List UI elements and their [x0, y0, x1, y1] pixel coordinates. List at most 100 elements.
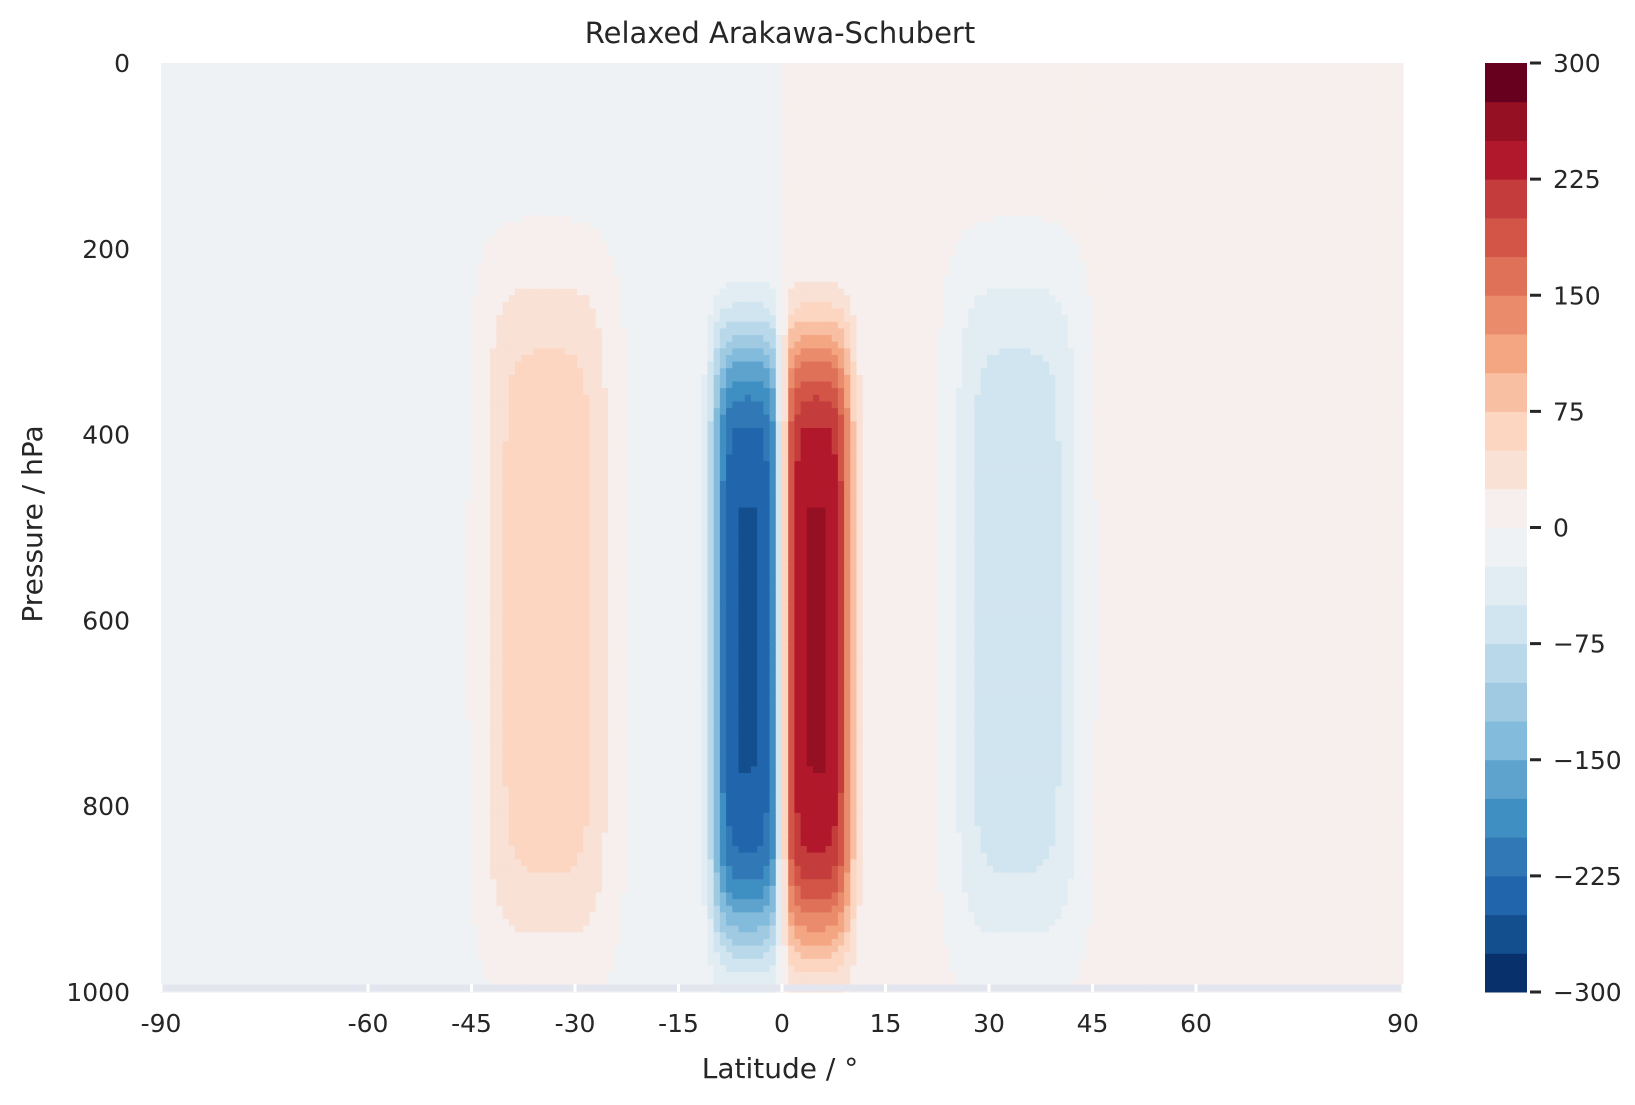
contour-cell — [185, 640, 193, 648]
contour-cell — [167, 746, 175, 754]
contour-cell — [285, 308, 293, 316]
contour-cell — [378, 593, 386, 602]
contour-cell — [260, 169, 268, 177]
contour-cell — [216, 169, 224, 177]
contour-cell — [223, 427, 230, 436]
contour-cell — [216, 427, 224, 436]
contour-cell — [322, 408, 330, 416]
contour-cell — [372, 102, 379, 111]
contour-cell — [272, 706, 280, 714]
contour-cell — [328, 932, 336, 940]
contour-cell — [223, 706, 230, 714]
contour-cell — [334, 348, 342, 356]
contour-cell — [359, 673, 367, 681]
contour-cell — [272, 208, 280, 217]
contour-cell — [266, 839, 274, 847]
contour-cell — [341, 666, 348, 675]
contour-cell — [260, 388, 268, 396]
contour-cell — [291, 288, 299, 296]
contour-cell — [229, 759, 237, 767]
contour-cell — [341, 235, 348, 243]
contour-cell — [241, 474, 249, 482]
contour-cell — [372, 328, 379, 336]
contour-cell — [285, 666, 293, 675]
contour-cell — [235, 427, 243, 436]
contour-cell — [359, 726, 367, 734]
contour-cell — [254, 328, 261, 336]
contour-cell — [285, 255, 293, 263]
contour-cell — [235, 102, 243, 111]
contour-cell — [216, 175, 224, 184]
contour-cell — [260, 63, 268, 71]
contour-cell — [316, 892, 324, 900]
contour-cell — [266, 786, 274, 794]
contour-cell — [254, 593, 261, 602]
contour-cell — [161, 235, 168, 243]
contour-cell — [247, 301, 255, 310]
contour-cell — [378, 202, 386, 210]
contour-cell — [185, 461, 193, 469]
contour-cell — [359, 547, 367, 555]
contour-cell — [334, 972, 342, 980]
contour-cell — [372, 593, 379, 602]
contour-cell — [179, 129, 187, 137]
contour-cell — [328, 567, 336, 575]
contour-cell — [229, 295, 237, 303]
contour-cell — [247, 321, 255, 330]
contour-cell — [272, 301, 280, 310]
contour-cell — [303, 686, 311, 694]
contour-cell — [297, 374, 305, 383]
contour-cell — [365, 859, 373, 867]
contour-cell — [291, 534, 299, 542]
contour-cell — [328, 155, 336, 164]
contour-cell — [285, 786, 293, 794]
contour-cell — [229, 925, 237, 933]
contour-cell — [341, 567, 348, 575]
contour-cell — [365, 520, 373, 529]
contour-cell — [322, 646, 330, 655]
contour-cell — [241, 952, 249, 960]
contour-cell — [185, 919, 193, 927]
contour-cell — [365, 640, 373, 648]
contour-cell — [161, 361, 168, 369]
contour-cell — [254, 96, 261, 104]
contour-cell — [372, 116, 379, 124]
contour-cell — [223, 76, 230, 84]
contour-cell — [229, 348, 237, 356]
contour-cell — [372, 839, 379, 847]
contour-cell — [161, 912, 168, 920]
contour-cell — [173, 932, 181, 940]
contour-cell — [185, 872, 193, 880]
contour-cell — [310, 686, 317, 694]
contour-cell — [359, 600, 367, 608]
contour-cell — [334, 700, 342, 708]
contour-cell — [316, 228, 324, 237]
contour-cell — [210, 335, 218, 343]
contour-cell — [185, 554, 193, 562]
contour-cell — [291, 514, 299, 522]
contour-cell — [210, 660, 218, 668]
contour-cell — [210, 208, 218, 217]
contour-cell — [173, 852, 181, 860]
contour-cell — [303, 547, 311, 555]
contour-cell — [372, 773, 379, 781]
contour-cell — [316, 972, 324, 980]
contour-cell — [347, 76, 355, 84]
contour-cell — [204, 627, 212, 635]
contour-cell — [161, 839, 168, 847]
contour-cell — [341, 646, 348, 655]
contour-cell — [235, 899, 243, 907]
contour-cell — [297, 129, 305, 137]
contour-cell — [179, 228, 187, 237]
contour-cell — [378, 394, 386, 403]
contour-cell — [179, 89, 187, 97]
contour-cell — [341, 719, 348, 728]
contour-cell — [198, 779, 206, 787]
contour-cell — [185, 288, 193, 296]
contour-cell — [347, 275, 355, 283]
contour-cell — [341, 620, 348, 628]
contour-cell — [167, 958, 175, 967]
contour-cell — [285, 335, 293, 343]
contour-cell — [173, 368, 181, 376]
contour-cell — [247, 102, 255, 111]
